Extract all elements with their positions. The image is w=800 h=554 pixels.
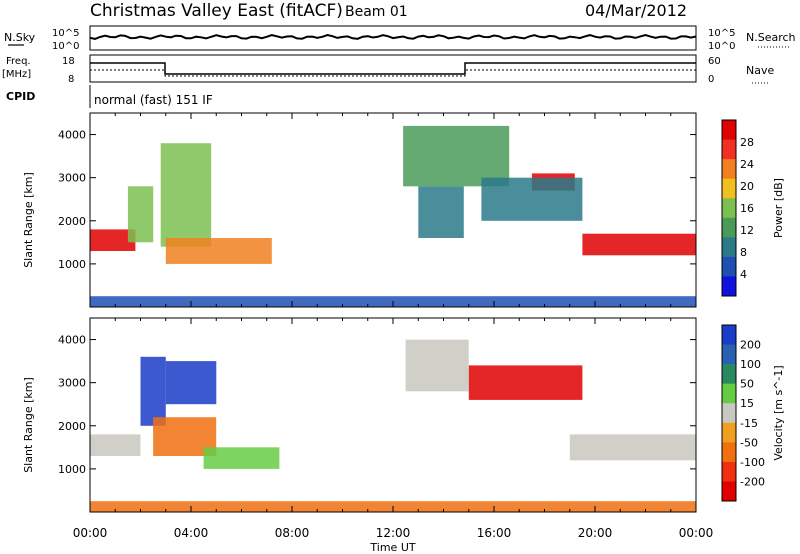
colorbar-tick-label: 20 [740,180,754,193]
x-axis-label: Time UT [369,541,415,554]
data-region [481,177,583,221]
colorbar-tick-label: 28 [740,136,754,149]
colorbar-frame [721,324,737,502]
colorbar-swatch [722,344,736,365]
y-axis-label: Slant Range [km] [22,172,35,268]
data-region [403,125,510,187]
freq-panel: Freq. [MHz] 18 8 60 0 Nave [2,54,774,85]
x-tick-label: 08:00 [275,526,310,540]
colorbar-tick-label: 15 [740,397,754,410]
y-tick-label: 1000 [58,463,86,476]
freq-trace [90,62,696,75]
y-axis-label: Slant Range [km] [22,377,35,473]
cpid-text: normal (fast) 151 IF [94,93,213,107]
x-tick-label: 00:00 [73,526,108,540]
colorbar-label: Velocity [m s^-1] [772,365,785,460]
station-title: Christmas Valley East (fitACF) [90,1,343,21]
data-region [165,238,272,264]
x-tick-label: 16:00 [477,526,512,540]
velocity-panel: 1000 2000 3000 4000 Slant Range [km] 200 100 50… [22,317,785,513]
y-tick-label: 4000 [58,129,86,142]
data-region [418,186,464,238]
colorbar-tick-label: 8 [740,246,747,259]
power-panel: 1000 2000 3000 4000 Slant Range [km] 28 24 20 16… [22,112,785,308]
freq-label: Freq. [6,56,31,67]
colorbar-swatch [722,383,736,404]
y-tick-label: 2000 [58,215,86,228]
colorbar-swatch [722,364,736,385]
x-tick-label: 20:00 [578,526,613,540]
x-tick-label: 00:00 [679,526,714,540]
colorbar-tick-label: -100 [740,456,765,469]
plot-frame [89,317,697,513]
colorbar-tick-label: 16 [740,202,754,215]
data-region [569,434,697,461]
nave-tick-top: 60 [708,56,721,67]
nsearch-label: N.Search [746,31,796,44]
colorbar-tick-label: 4 [740,268,747,281]
colorbar-swatch [722,256,736,277]
freq-panel-frame [89,54,697,83]
colorbar-tick-label: -50 [740,436,758,449]
y-tick-label: 2000 [58,420,86,433]
cpid-label: CPID [6,90,35,103]
colorbar-label: Power [dB] [772,178,785,238]
colorbar-swatch [722,276,736,297]
data-region [160,143,212,247]
date-label: 04/Mar/2012 [585,1,687,20]
beam-label: Beam 01 [345,4,408,20]
colorbar-tick-label: 24 [740,158,754,171]
colorbar-tick-label: 100 [740,358,761,371]
freq-tick-bottom: 8 [68,74,74,85]
nsky-tick-top: 10^5 [52,28,79,39]
colorbar-swatch [722,481,736,502]
colorbar-tick-label: 200 [740,339,761,352]
data-region [90,229,136,251]
colorbar-tick-label: 50 [740,378,754,391]
colorbar-tick-label: 12 [740,224,754,237]
colorbar-swatch [722,442,736,463]
colorbar-swatch [722,178,736,199]
x-tick-label: 12:00 [376,526,411,540]
data-region [127,186,154,243]
y-tick-label: 4000 [58,334,86,347]
nsky-trace [89,33,697,40]
colorbar-tick-label: -200 [740,475,765,488]
y-tick-label: 3000 [58,377,86,390]
colorbar-swatch [722,422,736,443]
colorbar-swatch [722,461,736,482]
nsearch-tick-bottom: 10^0 [708,41,735,52]
colorbar-tick-label: -15 [740,417,758,430]
freq-unit: [MHz] [2,69,31,80]
y-tick-label: 1000 [58,258,86,271]
data-region [405,339,469,392]
nsearch-tick-top: 10^5 [708,28,735,39]
data-region [90,434,141,456]
x-tick-label: 04:00 [174,526,209,540]
colorbar-swatch [722,217,736,238]
colorbar-swatch [722,237,736,258]
data-region [140,356,166,426]
nave-label: Nave [746,64,774,77]
colorbar-frame [721,119,737,297]
data-region [468,365,583,400]
data-region [165,361,217,405]
nsky-label: N.Sky [4,31,36,44]
data-region [582,233,696,256]
colorbar-swatch [722,403,736,424]
nave-tick-bottom: 0 [708,74,714,85]
colorbar-swatch [722,139,736,160]
data-region [203,447,280,469]
nsky-tick-bottom: 10^0 [52,41,79,52]
freq-tick-top: 18 [62,56,75,67]
colorbar-swatch [722,120,736,141]
colorbar-swatch [722,159,736,180]
y-tick-label: 3000 [58,172,86,185]
colorbar-swatch [722,325,736,346]
nave-trace [90,69,696,77]
x-axis: 00:00 04:00 08:00 12:00 16:00 20:00 00:00 [73,526,714,540]
colorbar-swatch [722,198,736,219]
noise-panel: N.Sky 10^5 10^0 10^5 10^0 N.Search [4,25,796,52]
